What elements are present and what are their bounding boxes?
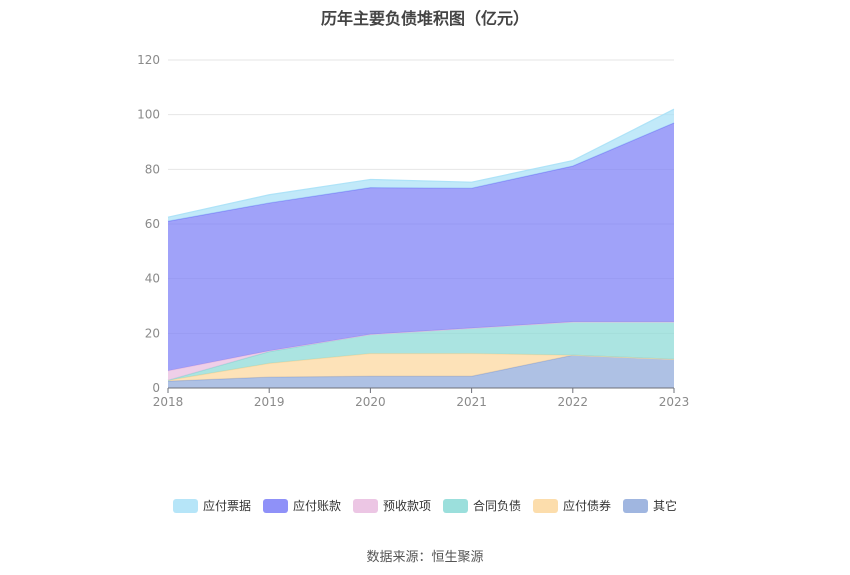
y-tick-label: 60 (145, 217, 160, 231)
x-tick-label: 2019 (254, 395, 285, 409)
series-area-应付票据 (168, 109, 674, 222)
legend-item[interactable]: 应付账款 (262, 497, 341, 514)
legend-item[interactable]: 应付债券 (533, 497, 611, 514)
series-line (167, 108, 675, 218)
legend-label: 应付账款 (292, 499, 341, 513)
y-tick-label: 20 (145, 326, 160, 340)
series-area-合同负债 (168, 321, 674, 381)
x-tick-label: 2018 (153, 395, 184, 409)
data-source-note: 数据来源：恒生聚源 (366, 550, 484, 565)
legend-label: 应付票据 (202, 499, 251, 513)
legend-label: 其它 (653, 499, 678, 513)
series-area-应付账款 (168, 122, 674, 371)
y-tick-label: 40 (145, 272, 160, 286)
series-area-应付债券 (168, 353, 674, 382)
y-tick-label: 80 (145, 162, 160, 176)
legend-item[interactable]: 预收款项 (352, 497, 431, 514)
legend-label: 预收款项 (382, 499, 431, 513)
y-tick-label: 100 (137, 108, 160, 122)
x-tick-label: 2022 (558, 395, 589, 409)
series-area-其它 (168, 355, 674, 388)
legend-item[interactable]: 其它 (623, 497, 677, 514)
area-series (167, 108, 675, 388)
legend: 应付票据 应付账款 预收款项 合同负债 应付债券 其它 (0, 497, 850, 514)
x-tick-label: 2020 (355, 395, 386, 409)
y-tick-label: 0 (152, 381, 160, 395)
legend-item[interactable]: 合同负债 (443, 497, 521, 514)
legend-item[interactable]: 应付票据 (172, 497, 251, 514)
legend-label: 应付债券 (563, 499, 612, 513)
legend-swatch (533, 498, 559, 513)
legend-swatch (623, 498, 649, 513)
x-tick-label: 2021 (456, 395, 487, 409)
legend-swatch (443, 498, 468, 513)
legend-label: 合同负债 (473, 499, 522, 513)
axes: 0 20 40 60 80 100 120 2018 2019 2020 2021 2022 2023 (137, 53, 689, 409)
legend-swatch (262, 498, 288, 513)
chart-title: 历年主要负债堆积图（亿元） (320, 9, 529, 28)
legend-swatch (352, 498, 378, 513)
x-tick-label: 2023 (659, 395, 690, 409)
y-tick-label: 120 (137, 53, 160, 67)
legend-swatch (172, 498, 198, 513)
